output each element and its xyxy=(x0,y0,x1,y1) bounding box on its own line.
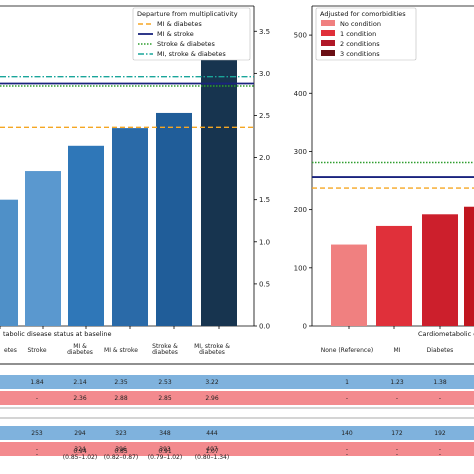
table-col-header: MI & stroke xyxy=(104,347,138,354)
right-ytick-label: 500 xyxy=(294,32,307,40)
table-cell: - xyxy=(396,446,398,453)
left-bar xyxy=(0,199,18,326)
right-bar xyxy=(464,206,474,326)
table-row-band xyxy=(0,391,474,405)
right-xlabel: Cardiometabolic co xyxy=(418,330,474,338)
left-ytick-label: 3.0 xyxy=(259,70,270,78)
table-cell: 1.38 xyxy=(433,379,447,386)
data-table: etes Stroke MI & diabetes MI & stroke Stroke … xyxy=(0,343,474,461)
table-col-header: MI xyxy=(394,347,401,354)
table-cell: 323 xyxy=(115,430,127,437)
table-cell: - xyxy=(36,451,38,458)
table-cell: 1.07 (0.80–1.34) xyxy=(195,448,229,461)
right-ytick-label: 400 xyxy=(294,90,307,98)
left-bar xyxy=(112,128,148,326)
table-cell: 324 xyxy=(74,446,86,453)
table-cell: 0.94 (0.85–1.02) xyxy=(63,448,97,461)
left-legend-entry: MI, stroke & diabetes xyxy=(157,50,226,58)
table-cell: 407 xyxy=(206,446,218,453)
table-cell: 1 xyxy=(345,379,349,386)
left-ytick-label: 1.5 xyxy=(259,196,270,204)
table-cell: - xyxy=(396,451,398,458)
table-cell: - xyxy=(36,395,38,402)
table-cell: - xyxy=(346,451,348,458)
table-cell: - xyxy=(439,446,441,453)
table-cell: - xyxy=(439,451,441,458)
right-ytick-label: 200 xyxy=(294,206,307,214)
right-bar xyxy=(422,214,458,326)
left-ytick-label: 2.0 xyxy=(259,154,270,162)
table-cell: - xyxy=(36,446,38,453)
table-cell: 3.22 xyxy=(205,379,219,386)
table-cell: 2.35 xyxy=(114,379,128,386)
table-cell: 2.36 xyxy=(73,395,87,402)
table-cell: - xyxy=(346,446,348,453)
table-cell: 2.96 xyxy=(205,395,219,402)
table-cell: 393 xyxy=(159,446,171,453)
right-bar xyxy=(331,244,367,326)
table-cell: - xyxy=(396,395,398,402)
left-bar xyxy=(201,54,237,327)
table-cell: 0.91 (0.79–1.02) xyxy=(148,448,182,461)
table-cell: 396 xyxy=(115,446,127,453)
right-legend-entry: 1 condition xyxy=(340,30,376,38)
right-legend-swatch xyxy=(321,50,335,56)
table-cell: 2.53 xyxy=(158,379,172,386)
right-bar xyxy=(376,225,412,326)
left-bar xyxy=(25,171,61,326)
table-cell: 140 xyxy=(341,430,353,437)
left-legend-entry: Stroke & diabetes xyxy=(157,40,216,48)
table-cell: 172 xyxy=(391,430,403,437)
right-chart: 0 100 200 300 400 500 Cardiometabolic co Adjust… xyxy=(294,5,474,338)
left-ytick-label: 0.0 xyxy=(259,323,270,331)
table-cell: 2.14 xyxy=(73,379,87,386)
right-ytick-label: 0 xyxy=(303,323,307,331)
left-legend-entry: MI & diabetes xyxy=(157,20,202,28)
right-legend-swatch xyxy=(321,40,335,46)
table-col-header: None (Reference) xyxy=(321,347,373,354)
left-bar xyxy=(68,145,104,326)
table-cell: 1.23 xyxy=(390,379,404,386)
right-legend-entry: 3 conditions xyxy=(340,50,380,58)
right-legend-swatch xyxy=(321,30,335,36)
table-row-band xyxy=(0,426,474,440)
table-cell: 253 xyxy=(31,430,43,437)
left-xlabel: tabolic disease status at baseline xyxy=(3,330,112,338)
table-cell: - xyxy=(346,395,348,402)
table-cell: 2.88 xyxy=(114,395,128,402)
table-col-header: MI & diabetes xyxy=(67,343,93,356)
table-cell: - xyxy=(439,395,441,402)
table-cell: 2.85 xyxy=(158,395,172,402)
table-cell: 348 xyxy=(159,430,171,437)
right-ytick-label: 100 xyxy=(294,264,307,272)
table-cell: 444 xyxy=(206,430,218,437)
table-col-header: etes xyxy=(4,347,17,354)
left-ytick-label: 0.5 xyxy=(259,280,270,288)
left-legend-entry: MI & stroke xyxy=(157,30,194,38)
right-legend-box xyxy=(315,7,417,61)
right-legend-swatch xyxy=(321,20,335,26)
table-cell: 294 xyxy=(74,430,86,437)
right-ytick-label: 300 xyxy=(294,148,307,156)
table-col-header: Diabetes xyxy=(427,347,454,354)
right-legend-title: Adjusted for comorbidities xyxy=(320,10,406,18)
right-legend-entry: 2 conditions xyxy=(340,40,380,48)
table-col-header: MI, stroke & diabetes xyxy=(194,343,230,356)
table-cell: 192 xyxy=(434,430,446,437)
left-ytick-label: 1.0 xyxy=(259,238,270,246)
left-ytick-label: 3.5 xyxy=(259,28,270,36)
left-chart: 0.0 0.5 1.0 1.5 2.0 2.5 3.0 3.5 tabolic disease … xyxy=(0,5,270,338)
right-legend-entry: No condition xyxy=(340,20,381,28)
left-ytick-label: 2.5 xyxy=(259,112,270,120)
left-bar xyxy=(156,112,192,327)
table-cell: 0.85 (0.82–0.87) xyxy=(104,448,138,461)
table-row-band xyxy=(0,442,474,456)
table-col-header: Stroke & diabetes xyxy=(152,343,178,356)
left-legend-title: Departure from multiplicativity xyxy=(137,10,238,18)
table-col-header: Stroke xyxy=(27,347,46,354)
left-legend-box xyxy=(132,7,251,61)
table-cell: 1.84 xyxy=(30,379,44,386)
table-row-band xyxy=(0,375,474,389)
